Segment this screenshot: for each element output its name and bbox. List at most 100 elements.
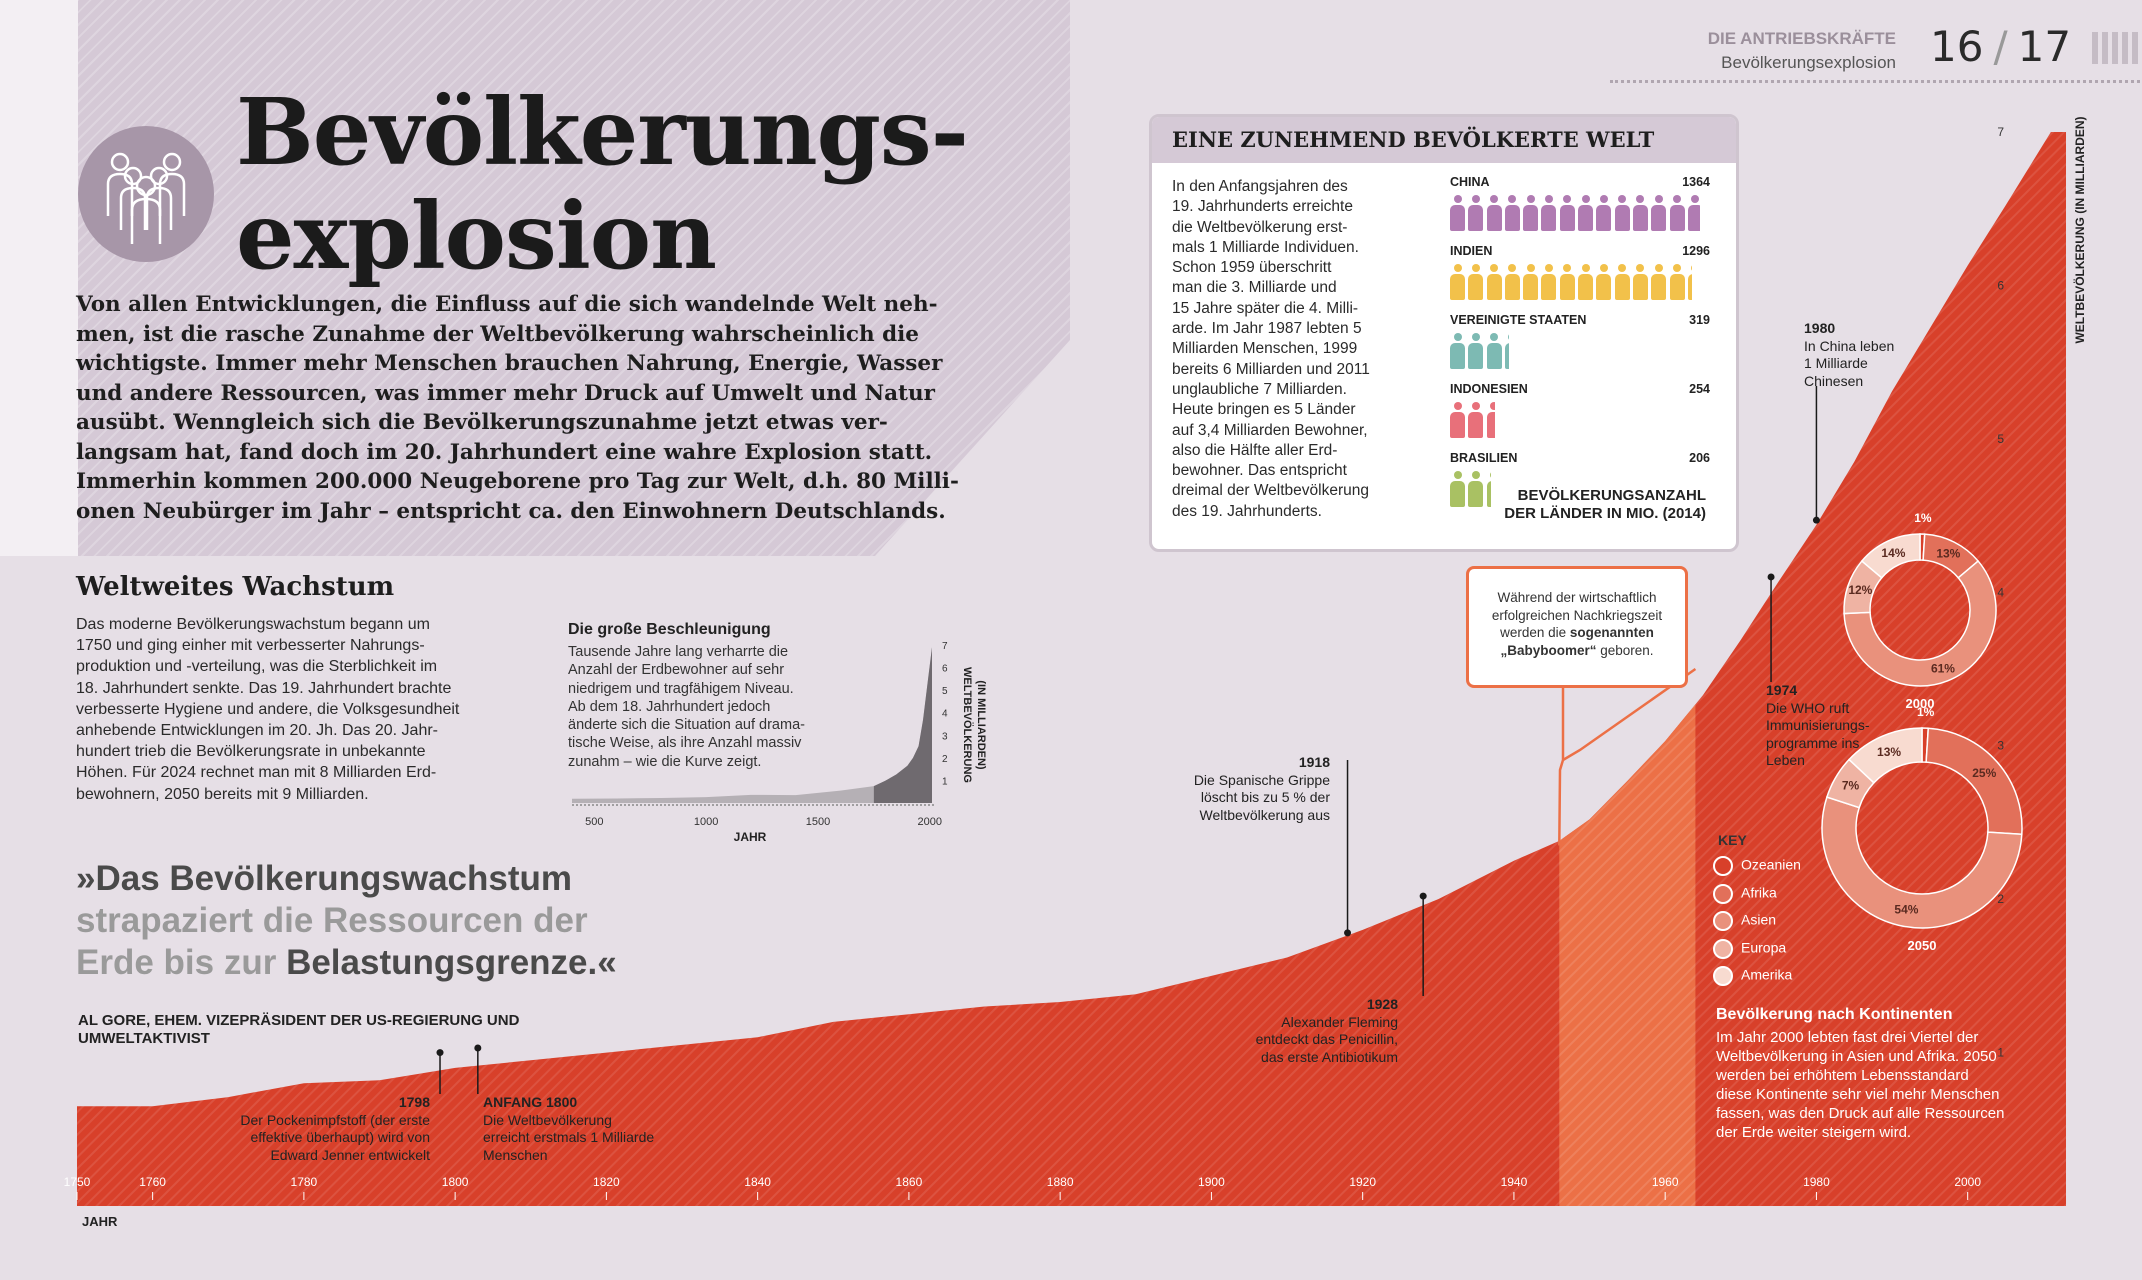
- country-pictogram: [1450, 264, 1710, 300]
- people-group-icon: [78, 126, 214, 262]
- box-line: arde. Im Jahr 1987 lebten 5: [1172, 320, 1362, 338]
- person-icon: [1450, 264, 1465, 300]
- person-icon: [1614, 195, 1630, 231]
- quote-source-line: UMWELTAKTIVIST: [78, 1030, 210, 1047]
- country-name: INDIEN: [1450, 244, 1493, 258]
- title-line-1: Bevölkerungs-: [236, 78, 969, 186]
- small-y-tick-label: 7: [942, 641, 948, 652]
- small-y-tick-label: 2: [942, 754, 948, 765]
- annotation-1980: 1980 In China leben 1 Milliarde Chinesen: [1804, 320, 1894, 390]
- annotation-line: Edward Jenner entwickelt: [270, 1146, 430, 1163]
- box-header: [1152, 117, 1736, 163]
- annotation-line: Der Pockenimpfstoff (der erste: [240, 1111, 430, 1128]
- person-icon: [1450, 333, 1465, 369]
- growth-line: verbesserte Hygiene und andere, die Volk…: [76, 700, 460, 718]
- box-line: Heute bringen es 5 Länder: [1172, 401, 1356, 419]
- country-pictogram: [1450, 471, 1710, 507]
- donut-slice-label: 14%: [1881, 546, 1905, 560]
- box-caption-line: DER LÄNDER IN MIO. (2014): [1504, 505, 1706, 522]
- key-swatch: [1713, 911, 1733, 931]
- country-row: VEREINIGTE STAATEN 319: [1450, 313, 1710, 373]
- country-row: INDONESIEN 254: [1450, 382, 1710, 442]
- box-line: auf 3,4 Milliarden Bewohner,: [1172, 421, 1368, 439]
- key-swatch: [1713, 883, 1733, 904]
- quote-line-1: »Das Bevölkerungswachstum: [76, 859, 573, 898]
- acceleration-line: Tausende Jahre lang verharrte die: [568, 644, 789, 660]
- donut-slice: [1860, 533, 1921, 579]
- annotation-year: ANFANG 1800: [483, 1094, 578, 1110]
- x-tick-label: 1880: [1047, 1175, 1074, 1189]
- box-line: des 19. Jahrhunderts.: [1172, 502, 1322, 520]
- small-x-tick-label: 500: [585, 816, 603, 828]
- key-swatch: [1713, 938, 1733, 959]
- x-tick-label: 1780: [291, 1175, 318, 1189]
- person-icon: [1468, 195, 1484, 231]
- acceleration-line: tische Weise, als ihre Anzahl massiv: [568, 735, 802, 752]
- donut-slice: [1848, 727, 1923, 784]
- growth-line: Höhen. Für 2024 rechnet man mit 8 Millia…: [76, 764, 437, 782]
- person-icon: [1468, 471, 1484, 507]
- person-icon: [1541, 195, 1557, 231]
- box-line: also die Hälfte aller Erd-: [1172, 441, 1338, 459]
- person-icon: [1541, 264, 1557, 300]
- small-y-tick-label: 5: [942, 686, 948, 697]
- person-icon: [1450, 195, 1465, 231]
- x-tick-label: 1860: [896, 1175, 923, 1189]
- growth-line: bewohnern, 2050 bereits mit 9 Milliarden…: [76, 785, 369, 803]
- growth-line: Das moderne Bevölkerungswachstum begann …: [76, 616, 430, 633]
- box-line: bereits 6 Milliarden und 2011: [1172, 360, 1370, 378]
- acceleration-text: Tausende Jahre lang verharrte die Anzahl…: [568, 643, 805, 771]
- box-line: man die 3. Milliarde und: [1172, 279, 1337, 297]
- continents-text: Im Jahr 2000 lebten fast drei Viertel de…: [1716, 1028, 2004, 1142]
- annotation-dot: [1419, 892, 1427, 900]
- page-title: Bevölkerungs- explosion: [236, 78, 969, 288]
- person-icon: [1651, 264, 1667, 300]
- x-tick-label: 1820: [593, 1175, 620, 1189]
- person-icon: [1559, 264, 1575, 300]
- person-icon: [1614, 264, 1630, 300]
- annotation-line: Leben: [1766, 752, 1805, 768]
- baby-bold-2: „Babyboomer“: [1500, 642, 1597, 658]
- annotation-line: Menschen: [483, 1146, 548, 1163]
- populated-world-box: EINE ZUNEHMEND BEVÖLKERTE WELT In den An…: [1149, 114, 1739, 552]
- person-icon: [1632, 195, 1648, 231]
- country-row: CHINA 1364: [1450, 175, 1710, 235]
- acceleration-line: Ab dem 18. Jahrhundert jedoch: [568, 698, 771, 715]
- key-title: KEY: [1718, 832, 1747, 848]
- donut-year-label: 2000: [1906, 696, 1935, 711]
- annotation-1974: 1974 Die WHO ruft Immunisierungs- progra…: [1766, 682, 1869, 770]
- baby-line: erfolgreichen Nachkriegszeit: [1491, 607, 1663, 623]
- x-tick-label: 1960: [1652, 1175, 1679, 1189]
- person-icon: [1523, 264, 1539, 300]
- acceleration-line: Anzahl der Erdbewohner auf sehr: [568, 662, 785, 679]
- next-page-arrow-icon[interactable]: [2092, 28, 2140, 68]
- annotation-year: 1918: [1298, 754, 1330, 770]
- page-numbers: 16/17: [1930, 22, 2071, 71]
- person-icon: [1687, 195, 1700, 231]
- annotation-dot: [436, 1049, 444, 1057]
- country-row: INDIEN 1296: [1450, 244, 1710, 304]
- donut-slice-label: 13%: [1936, 547, 1960, 561]
- small-x-axis-label: JAHR: [734, 830, 767, 844]
- growth-line: hundert trieb die Bevölkerungsrate in un…: [76, 743, 426, 761]
- annotation-line: Alexander Fleming: [1281, 1013, 1398, 1030]
- annotation-line: das erste Antibiotikum: [1261, 1048, 1398, 1065]
- box-line: bewohner. Das entspricht: [1172, 462, 1347, 480]
- page-left: 16: [1930, 22, 1984, 71]
- intro-line: men, ist die rasche Zunahme der Weltbevö…: [76, 321, 919, 347]
- box-line: dreimal der Weltbevölkerung: [1172, 482, 1370, 500]
- country-pictogram: [1450, 402, 1710, 438]
- country-name: INDONESIEN: [1450, 382, 1528, 396]
- baby-bold: sogenannten: [1569, 625, 1654, 640]
- person-icon: [1687, 264, 1692, 300]
- box-caption: BEVÖLKERUNGSANZAHL DER LÄNDER IN MIO. (2…: [1152, 487, 1706, 523]
- growth-line: produktion und -verteilung, was die Ster…: [76, 658, 438, 676]
- annotation-line: Die Spanische Grippe: [1193, 771, 1330, 788]
- country-name: BRASILIEN: [1450, 451, 1518, 465]
- box-line: die Weltbevölkerung erst-: [1172, 218, 1348, 236]
- key-label: Amerika: [1741, 966, 1793, 983]
- continents-line: fassen, was den Druck auf alle Ressource…: [1716, 1105, 2005, 1122]
- key-item: Ozeanien: [1713, 856, 1801, 876]
- donut-slice-label: 61%: [1931, 662, 1955, 676]
